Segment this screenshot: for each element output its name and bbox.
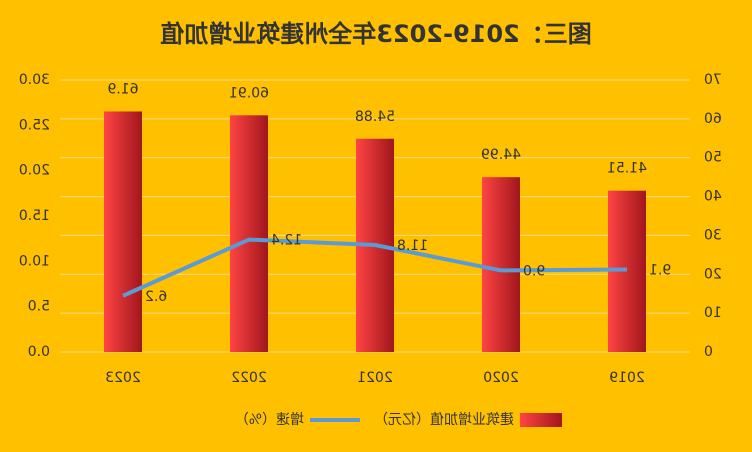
y2-tick-label: 10.0 xyxy=(19,253,50,269)
bar-value-label: 61.9 xyxy=(107,81,138,97)
y2-tick-label: 20.0 xyxy=(19,163,50,179)
line-value-label: 9.1 xyxy=(649,262,671,278)
x-tick-label: 2021 xyxy=(357,370,393,386)
bar xyxy=(230,115,268,353)
x-tick-label: 2020 xyxy=(483,370,519,386)
x-tick-label: 2019 xyxy=(609,370,645,386)
y-tick-label: 70 xyxy=(704,72,722,88)
y-tick-label: 50 xyxy=(704,150,722,166)
y-tick-label: 60 xyxy=(704,111,722,127)
bar xyxy=(104,111,142,352)
line-value-label: 6.2 xyxy=(145,289,167,305)
y2-tick-label: 25.0 xyxy=(19,117,50,133)
y-tick-label: 10 xyxy=(704,305,722,321)
legend-label: 增速（%） xyxy=(235,412,304,428)
growth-line xyxy=(122,237,628,298)
y-tick-label: 20 xyxy=(704,266,722,282)
y2-tick-label: 30.0 xyxy=(19,72,50,88)
line-value-label: 12.4 xyxy=(271,233,302,249)
bar-value-label: 44.99 xyxy=(481,147,521,163)
line-value-label: 11.8 xyxy=(397,238,428,254)
y2-tick-label: 0.0 xyxy=(28,344,50,360)
bar xyxy=(482,177,520,352)
x-tick-label: 2023 xyxy=(105,370,141,386)
y2-tick-label: 15.0 xyxy=(19,208,50,224)
y2-tick-label: 5.0 xyxy=(28,299,50,315)
bar-value-label: 54.88 xyxy=(355,109,395,125)
bar-value-label: 60.91 xyxy=(229,85,269,101)
y-tick-label: 0 xyxy=(704,344,713,360)
legend-swatch xyxy=(520,413,562,427)
x-tick-label: 2022 xyxy=(231,370,267,386)
bar-value-label: 41.51 xyxy=(607,161,647,177)
y-tick-label: 30 xyxy=(704,227,722,243)
line-value-label: 9.0 xyxy=(523,263,545,279)
y-tick-label: 40 xyxy=(704,189,722,205)
chart-title: 图三：2019-2023年全州建筑业增加值 xyxy=(160,20,592,48)
legend-label: 建筑业增加值（亿元） xyxy=(374,412,514,428)
